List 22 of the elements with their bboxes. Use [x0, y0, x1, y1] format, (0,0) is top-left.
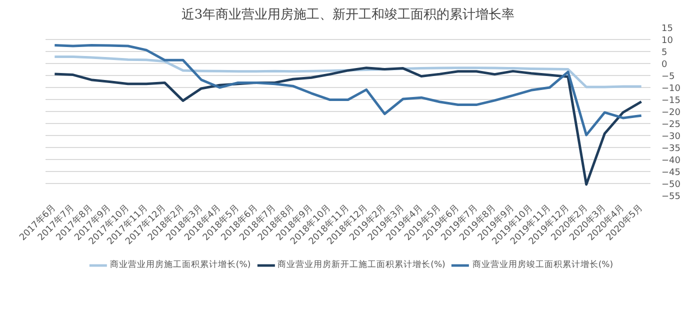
line-series: [53, 66, 643, 186]
line-series: [53, 56, 643, 88]
chart-title: 近3年商业营业用房施工、新开工和竣工面积的累计增长率: [181, 6, 515, 22]
y-tick-label: −5: [662, 72, 675, 82]
y-tick-label: 5: [662, 48, 668, 58]
y-tick-label: −40: [662, 156, 681, 166]
y-tick-label: −45: [662, 168, 680, 178]
y-tick-label: −30: [662, 132, 681, 142]
legend-label: 商业营业用房施工面积累计增长(%): [110, 259, 251, 271]
y-tick-label: −35: [662, 144, 680, 154]
y-tick-label: −20: [662, 108, 681, 118]
y-tick-label: 15: [662, 24, 673, 34]
y-tick-label: −55: [662, 192, 680, 202]
y-tick-label: −25: [662, 120, 680, 130]
y-tick-label: −15: [662, 96, 680, 106]
y-tick-label: −50: [662, 180, 681, 190]
y-tick-label: 10: [662, 36, 674, 46]
line-series: [53, 44, 643, 136]
legend-label: 商业营业用房新开工施工面积累计增长(%): [278, 259, 446, 271]
legend-label: 商业营业用房竣工面积累计增长(%): [472, 259, 614, 271]
y-tick-label: −10: [662, 84, 681, 94]
y-tick-label: 0: [662, 60, 668, 70]
